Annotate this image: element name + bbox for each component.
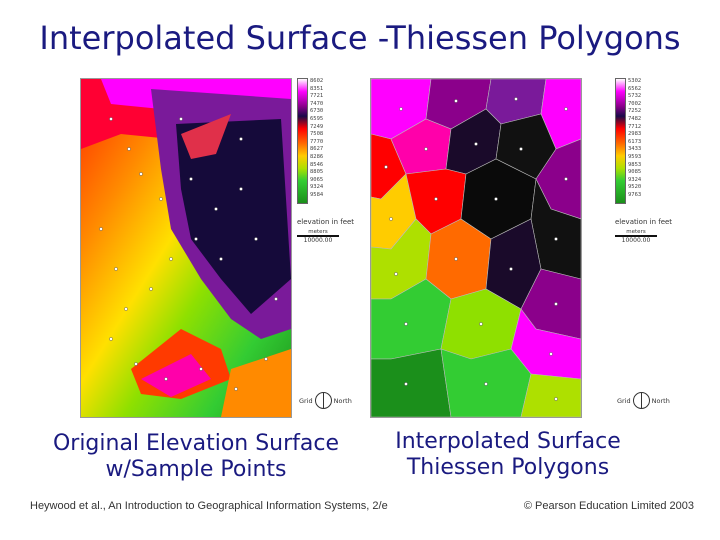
elevation-surface-map <box>80 78 292 418</box>
legend-tick: 8546 <box>310 161 324 168</box>
legend-tick: 8286 <box>310 153 324 160</box>
grid-label: Grid <box>299 396 313 405</box>
north-arrow: Grid North <box>617 392 670 409</box>
legend-tick: 8627 <box>310 146 324 153</box>
scale-line <box>615 235 657 237</box>
legend-tick: 6595 <box>310 115 324 122</box>
grid-label: Grid <box>617 396 631 405</box>
legend-tick: 9065 <box>310 176 324 183</box>
slide-title: Interpolated Surface -Thiessen Polygons <box>39 19 681 57</box>
legend-tick: 6562 <box>628 85 642 92</box>
legend-tick: 9584 <box>310 191 324 198</box>
compass-icon <box>632 392 650 409</box>
elevation-legend-left: 8602 8351 7721 7470 6730 6595 7249 7508 … <box>297 78 355 416</box>
footer-copyright: © Pearson Education Limited 2003 <box>523 500 694 512</box>
scale-bar: meters 10000.00 <box>615 229 667 244</box>
north-label: North <box>651 396 670 405</box>
legend-tick: 7508 <box>310 131 324 138</box>
legend-tick: 7482 <box>628 115 642 122</box>
legend-tick: 7252 <box>628 108 642 115</box>
compass-icon <box>314 392 332 409</box>
scale-distance: 10000.00 <box>621 237 651 244</box>
caption-original-surface: Original Elevation Surface w/Sample Poin… <box>26 431 366 483</box>
legend-tick: 9763 <box>628 191 642 198</box>
legend-tick: 8351 <box>310 85 324 92</box>
legend-tick: 5732 <box>628 93 642 100</box>
scale-line <box>297 235 339 237</box>
legend-tick: 7002 <box>628 100 642 107</box>
legend-tick: 7712 <box>628 123 642 130</box>
caption-line: Thiessen Polygons <box>406 455 610 480</box>
caption-line: Original Elevation Surface <box>52 431 340 456</box>
scale-units: meters <box>626 229 646 235</box>
caption-line: Interpolated Surface <box>395 429 621 454</box>
scale-distance: 10000.00 <box>303 237 333 244</box>
legend-label: elevation in feet <box>615 218 673 226</box>
legend-tick: 3433 <box>628 146 642 153</box>
legend-tick: 2983 <box>628 131 642 138</box>
legend-label: elevation in feet <box>297 218 355 226</box>
thiessen-polygon-map <box>370 78 582 418</box>
legend-tick: 6173 <box>628 138 642 145</box>
legend-tick: 9324 <box>628 176 642 183</box>
caption-thiessen-polygons: Interpolated Surface Thiessen Polygons <box>368 429 648 481</box>
north-arrow: Grid North <box>299 392 352 409</box>
legend-tick: 6730 <box>310 108 324 115</box>
legend-tick: 8602 <box>310 78 324 84</box>
footer-citation: Heywood et al., An Introduction to Geogr… <box>30 500 388 512</box>
scale-units: meters <box>308 229 328 235</box>
legend-tick: 7721 <box>310 93 324 100</box>
legend-tick: 9520 <box>628 184 642 191</box>
legend-tick: 7249 <box>310 123 324 130</box>
north-label: North <box>333 396 352 405</box>
legend-tick: 8805 <box>310 169 324 176</box>
legend-tick: 7470 <box>310 100 324 107</box>
legend-tick: 9085 <box>628 169 642 176</box>
elevation-legend-right: 5302 6562 5732 7002 7252 7482 7712 2983 … <box>615 78 673 416</box>
color-ramp <box>615 78 626 204</box>
caption-line: w/Sample Points <box>105 457 287 482</box>
legend-tick: 5302 <box>628 78 642 84</box>
legend-tick: 9324 <box>310 184 324 191</box>
color-ramp <box>297 78 308 204</box>
legend-tick: 7770 <box>310 138 324 145</box>
legend-tick: 9853 <box>628 161 642 168</box>
scale-bar: meters 10000.00 <box>297 229 349 244</box>
legend-tick: 9593 <box>628 153 642 160</box>
